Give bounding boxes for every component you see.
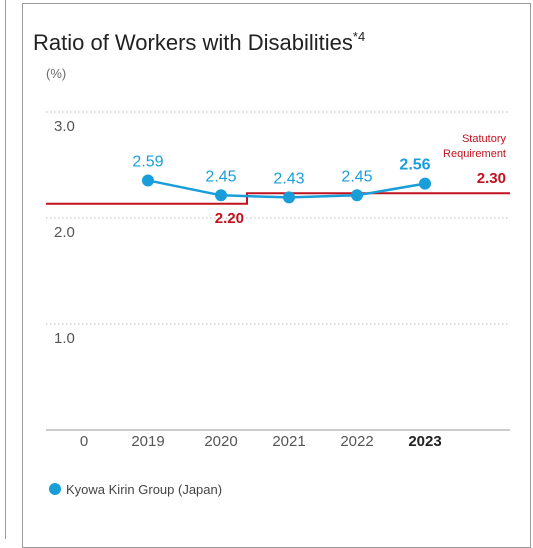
data-label: 2.45 bbox=[205, 168, 236, 185]
requirement-label: Requirement bbox=[443, 148, 506, 160]
legend-label: Kyowa Kirin Group (Japan) bbox=[66, 482, 222, 497]
y-tick-label: 1.0 bbox=[54, 330, 75, 347]
requirement-value-label: 2.30 bbox=[477, 170, 506, 187]
y-tick-label: 2.0 bbox=[54, 224, 75, 241]
data-label: 2.45 bbox=[341, 168, 372, 185]
data-label: 2.56 bbox=[399, 157, 430, 174]
statutory-requirement-line bbox=[46, 192, 510, 205]
x-tick-label: 2023 bbox=[408, 433, 441, 450]
left-divider bbox=[5, 0, 6, 539]
data-point bbox=[215, 189, 227, 202]
unit-label: (%) bbox=[46, 66, 66, 81]
y-tick-label: 3.0 bbox=[54, 118, 75, 135]
x-tick-label: 2020 bbox=[204, 433, 237, 450]
chart-panel bbox=[22, 3, 531, 548]
data-point bbox=[351, 189, 363, 202]
x-tick-label: 2019 bbox=[131, 433, 164, 450]
y-zero-label: 0 bbox=[80, 433, 88, 450]
data-label: 2.43 bbox=[273, 170, 304, 187]
data-label: 2.59 bbox=[132, 153, 163, 170]
data-point bbox=[283, 191, 295, 204]
data-point bbox=[419, 177, 431, 190]
data-point bbox=[142, 174, 154, 187]
x-tick-label: 2022 bbox=[340, 433, 373, 450]
requirement-value-label: 2.20 bbox=[215, 210, 244, 227]
legend: Kyowa Kirin Group (Japan) bbox=[49, 482, 222, 497]
chart-title: Ratio of Workers with Disabilities*4 bbox=[33, 29, 365, 55]
x-tick-label: 2021 bbox=[272, 433, 305, 450]
requirement-label: Statutory bbox=[462, 133, 507, 145]
legend-marker bbox=[49, 483, 61, 495]
